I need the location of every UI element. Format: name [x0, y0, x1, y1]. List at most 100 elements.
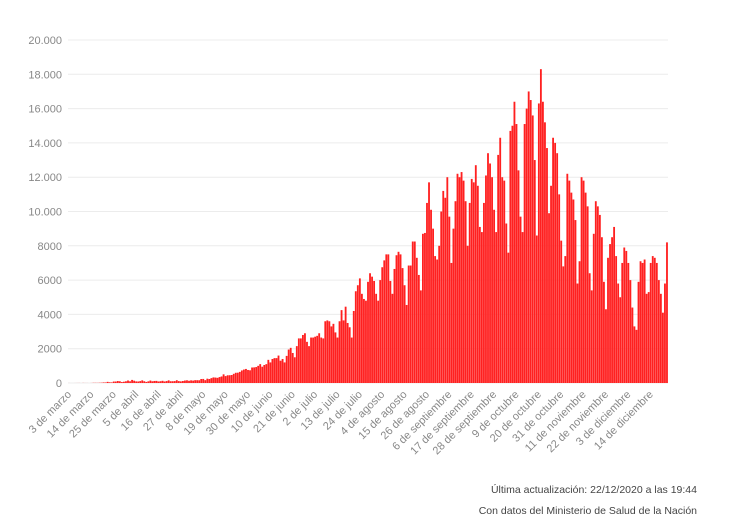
bar [367, 281, 369, 383]
bar [525, 108, 528, 383]
bar [344, 306, 347, 383]
bar [350, 337, 353, 383]
bar [251, 367, 253, 383]
bar [334, 332, 337, 383]
bar [653, 257, 656, 383]
bar [615, 256, 618, 383]
bar [594, 201, 597, 383]
bar [554, 142, 557, 383]
bar [609, 244, 611, 383]
bar [118, 381, 121, 383]
bar [106, 381, 109, 383]
bar [285, 355, 288, 383]
bar [287, 349, 290, 383]
bar [230, 375, 233, 383]
bar [444, 197, 447, 383]
bar [200, 379, 203, 383]
bar [643, 259, 646, 383]
bar [238, 371, 241, 383]
bar [546, 148, 548, 383]
bar [269, 362, 272, 383]
bar [342, 320, 345, 383]
y-tick-label: 6000 [38, 275, 62, 287]
bar [487, 153, 489, 383]
bar [297, 338, 300, 383]
bar [639, 261, 642, 383]
bar [531, 115, 534, 384]
bar [568, 180, 571, 383]
bar [326, 320, 329, 383]
bar [167, 380, 170, 383]
bar [625, 250, 628, 383]
bar [263, 364, 266, 383]
y-tick-label: 18.000 [28, 69, 62, 81]
bar [302, 334, 304, 383]
bar [580, 177, 583, 383]
bar [635, 329, 638, 383]
bar [552, 137, 554, 383]
bar [485, 175, 487, 383]
bar [336, 337, 339, 383]
bar [157, 381, 160, 383]
bar [432, 228, 434, 383]
bar [312, 337, 314, 383]
bar [283, 362, 286, 383]
bar [177, 381, 180, 383]
bar [332, 323, 335, 383]
bar [462, 180, 465, 383]
bar [491, 177, 493, 383]
bar [521, 232, 524, 383]
bar [375, 293, 378, 383]
bar [501, 177, 504, 383]
bar [619, 297, 622, 383]
bar [198, 380, 201, 383]
bar [513, 101, 516, 384]
bar [542, 101, 544, 384]
bar [371, 276, 373, 383]
bar [413, 241, 416, 383]
bar [310, 337, 312, 383]
bar [224, 376, 227, 383]
bar [259, 364, 262, 383]
bar [116, 381, 119, 383]
bar [596, 206, 599, 383]
bar [523, 124, 526, 383]
bar [655, 262, 658, 383]
bar [112, 381, 115, 383]
bar [299, 338, 302, 383]
bar [222, 374, 225, 383]
bar [509, 130, 512, 383]
bar [104, 382, 107, 383]
bar [306, 341, 308, 383]
bar [338, 321, 341, 383]
bar [206, 378, 209, 383]
bar [399, 254, 402, 383]
bar [218, 377, 221, 383]
bar [153, 380, 156, 383]
bar [194, 380, 197, 383]
bar [539, 69, 542, 383]
bar [621, 262, 624, 383]
bar [666, 242, 668, 383]
bar [401, 268, 404, 383]
bar [454, 201, 457, 383]
bar [576, 283, 579, 383]
bar [320, 337, 323, 383]
bar [169, 381, 172, 383]
bar [385, 254, 388, 383]
bar [163, 381, 166, 383]
bar [570, 192, 573, 383]
bar [647, 292, 650, 383]
bar [419, 290, 422, 383]
bar [220, 376, 223, 383]
bar [391, 293, 394, 383]
bar [430, 209, 432, 383]
bar [210, 378, 213, 383]
bar [611, 237, 613, 383]
bar [574, 220, 577, 383]
bar [607, 257, 609, 383]
bar [387, 254, 390, 383]
bar [592, 233, 595, 383]
bar [562, 266, 565, 383]
bar [600, 237, 603, 383]
